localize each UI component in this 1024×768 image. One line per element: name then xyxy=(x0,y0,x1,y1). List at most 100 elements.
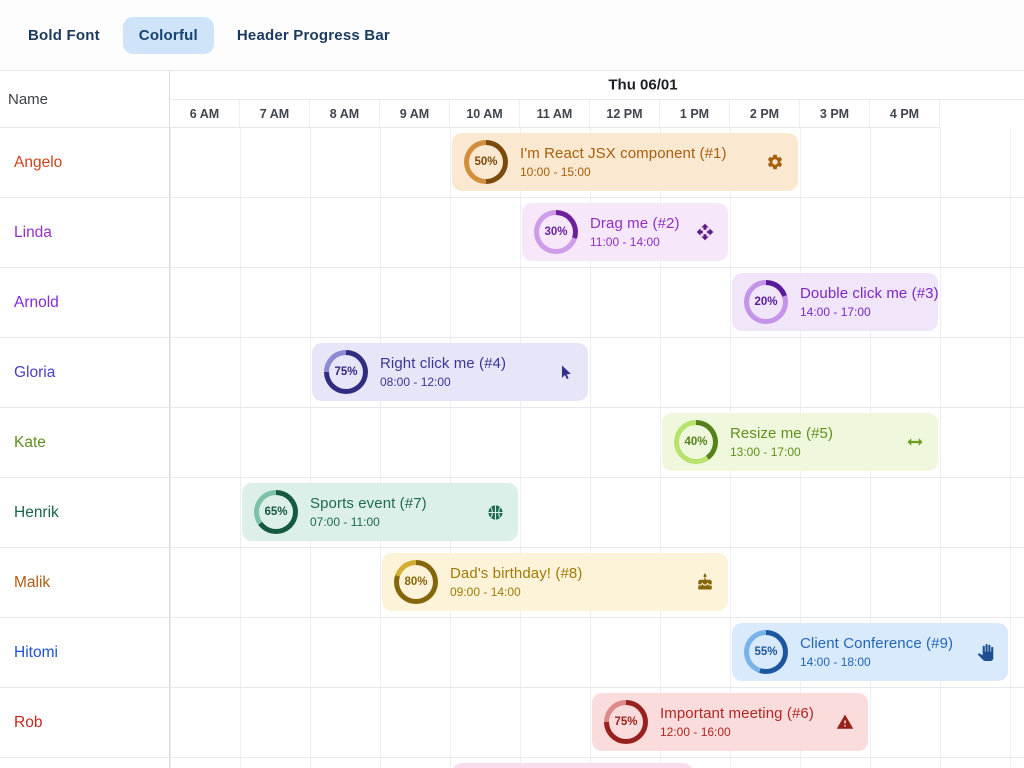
progress-ring: 40% xyxy=(674,420,718,464)
event-card[interactable]: 30% Drag me (#2) 11:00 - 14:00 xyxy=(522,203,728,261)
progress-ring: 75% xyxy=(324,350,368,394)
resource-name: Gloria xyxy=(0,338,170,407)
hour-cell: 8 AM xyxy=(310,100,380,127)
event-title: I'm React JSX component (#1) xyxy=(520,145,727,162)
hour-cell: 6 AM xyxy=(170,100,240,127)
resource-name: Arnold xyxy=(0,268,170,337)
move-icon xyxy=(696,223,714,241)
progress-ring: 50% xyxy=(464,140,508,184)
timeline-track: 75% Right click me (#4) 08:00 - 12:00 xyxy=(170,338,1024,407)
cake-icon xyxy=(696,573,714,591)
timeline-track: 20% Double click me (#3) 14:00 - 17:00 xyxy=(170,268,1024,337)
warning-icon xyxy=(836,713,854,731)
event-card[interactable]: 80% Dad's birthday! (#8) 09:00 - 14:00 xyxy=(382,553,728,611)
event-time: 11:00 - 14:00 xyxy=(590,235,660,249)
hour-cell: 7 AM xyxy=(240,100,310,127)
resource-name: Malik xyxy=(0,548,170,617)
header-progress-bar-button[interactable]: Header Progress Bar xyxy=(221,17,406,54)
table-row: 50% I'm React JSX component (#1) 10:00 -… xyxy=(0,128,1024,198)
hour-cell: 11 AM xyxy=(520,100,590,127)
progress-label: 80% xyxy=(404,576,428,588)
event-title: Right click me (#4) xyxy=(380,355,507,372)
scheduler-body: 50% I'm React JSX component (#1) 10:00 -… xyxy=(0,128,1024,768)
hand-icon xyxy=(976,643,994,661)
hour-cell: 1 PM xyxy=(660,100,730,127)
resource-name xyxy=(0,758,170,768)
progress-label: 40% xyxy=(684,436,708,448)
progress-label: 50% xyxy=(474,156,498,168)
timeline-track: 50% I'm React JSX component (#1) 10:00 -… xyxy=(170,128,1024,197)
table-row: 65% Sports event (#7) 07:00 - 11:00 Henr… xyxy=(0,478,1024,548)
event-title: Resize me (#5) xyxy=(730,425,834,442)
progress-label: 75% xyxy=(334,366,358,378)
progress-ring: 80% xyxy=(394,560,438,604)
timeline-track: 80% Dad's birthday! (#8) 09:00 - 14:00 xyxy=(170,548,1024,617)
basketball-icon xyxy=(486,503,504,521)
table-row: 80% Dad's birthday! (#8) 09:00 - 14:00 M… xyxy=(0,548,1024,618)
table-row: 55% Client Conference (#9) 14:00 - 18:00… xyxy=(0,618,1024,688)
progress-ring: 20% xyxy=(744,280,788,324)
resource-name: Rob xyxy=(0,688,170,757)
event-card[interactable] xyxy=(452,763,693,768)
event-time: 14:00 - 18:00 xyxy=(800,655,871,669)
time-header: Thu 06/01 6 AM 7 AM 8 AM 9 AM 10 AM 11 A… xyxy=(170,71,1024,128)
hour-cell: 3 PM xyxy=(800,100,870,127)
timeline-track: 65% Sports event (#7) 07:00 - 11:00 xyxy=(170,478,1024,547)
hour-header-row: 6 AM 7 AM 8 AM 9 AM 10 AM 11 AM 12 PM 1 … xyxy=(170,100,940,128)
table-row: 75% Important meeting (#6) 12:00 - 16:00… xyxy=(0,688,1024,758)
resource-name: Henrik xyxy=(0,478,170,547)
timeline-track: 75% Important meeting (#6) 12:00 - 16:00 xyxy=(170,688,1024,757)
name-column-header: Name xyxy=(0,71,170,128)
event-title: Client Conference (#9) xyxy=(800,635,954,652)
day-header-row: Thu 06/01 xyxy=(170,71,1024,100)
progress-label: 65% xyxy=(264,506,288,518)
toolbar: Bold Font Colorful Header Progress Bar xyxy=(0,0,1024,70)
cursor-icon xyxy=(556,363,574,381)
timeline-track: 30% Drag me (#2) 11:00 - 14:00 xyxy=(170,198,1024,267)
progress-label: 75% xyxy=(614,716,638,728)
colorful-button[interactable]: Colorful xyxy=(122,16,214,54)
table-row: 20% Double click me (#3) 14:00 - 17:00 A… xyxy=(0,268,1024,338)
event-title: Sports event (#7) xyxy=(310,495,427,512)
event-card[interactable]: 75% Right click me (#4) 08:00 - 12:00 xyxy=(312,343,588,401)
event-time: 08:00 - 12:00 xyxy=(380,375,451,389)
resource-name: Linda xyxy=(0,198,170,267)
event-title: Dad's birthday! (#8) xyxy=(450,565,583,582)
progress-ring: 30% xyxy=(534,210,578,254)
bold-font-button[interactable]: Bold Font xyxy=(12,17,116,54)
event-time: 10:00 - 15:00 xyxy=(520,165,591,179)
event-card[interactable]: 65% Sports event (#7) 07:00 - 11:00 xyxy=(242,483,518,541)
progress-ring: 75% xyxy=(604,700,648,744)
table-row: 30% Drag me (#2) 11:00 - 14:00 Linda xyxy=(0,198,1024,268)
event-card[interactable]: 55% Client Conference (#9) 14:00 - 18:00 xyxy=(732,623,1008,681)
event-card[interactable]: 50% I'm React JSX component (#1) 10:00 -… xyxy=(452,133,798,191)
scheduler-header: Name Thu 06/01 6 AM 7 AM 8 AM 9 AM 10 AM… xyxy=(0,71,1024,128)
event-time: 09:00 - 14:00 xyxy=(450,585,521,599)
event-card[interactable]: 75% Important meeting (#6) 12:00 - 16:00 xyxy=(592,693,868,751)
progress-label: 20% xyxy=(754,296,778,308)
hour-cell: 10 AM xyxy=(450,100,520,127)
resource-name: Hitomi xyxy=(0,618,170,687)
event-title: Double click me (#3) xyxy=(800,285,938,302)
scheduler: Name Thu 06/01 6 AM 7 AM 8 AM 9 AM 10 AM… xyxy=(0,70,1024,768)
event-time: 12:00 - 16:00 xyxy=(660,725,731,739)
progress-ring: 65% xyxy=(254,490,298,534)
progress-ring: 55% xyxy=(744,630,788,674)
event-time: 07:00 - 11:00 xyxy=(310,515,380,529)
event-time: 13:00 - 17:00 xyxy=(730,445,801,459)
table-row: 40% Resize me (#5) 13:00 - 17:00 Kate xyxy=(0,408,1024,478)
event-time: 14:00 - 17:00 xyxy=(800,305,871,319)
day-label: Thu 06/01 xyxy=(608,76,678,94)
event-title: Important meeting (#6) xyxy=(660,705,814,722)
event-card[interactable]: 20% Double click me (#3) 14:00 - 17:00 xyxy=(732,273,938,331)
progress-label: 55% xyxy=(754,646,778,658)
timeline-track xyxy=(170,758,1024,768)
timeline-track: 40% Resize me (#5) 13:00 - 17:00 xyxy=(170,408,1024,477)
table-row: 75% Right click me (#4) 08:00 - 12:00 Gl… xyxy=(0,338,1024,408)
progress-label: 30% xyxy=(544,226,568,238)
event-card[interactable]: 40% Resize me (#5) 13:00 - 17:00 xyxy=(662,413,938,471)
timeline-track: 55% Client Conference (#9) 14:00 - 18:00 xyxy=(170,618,1024,687)
resource-name: Kate xyxy=(0,408,170,477)
event-title: Drag me (#2) xyxy=(590,215,680,232)
